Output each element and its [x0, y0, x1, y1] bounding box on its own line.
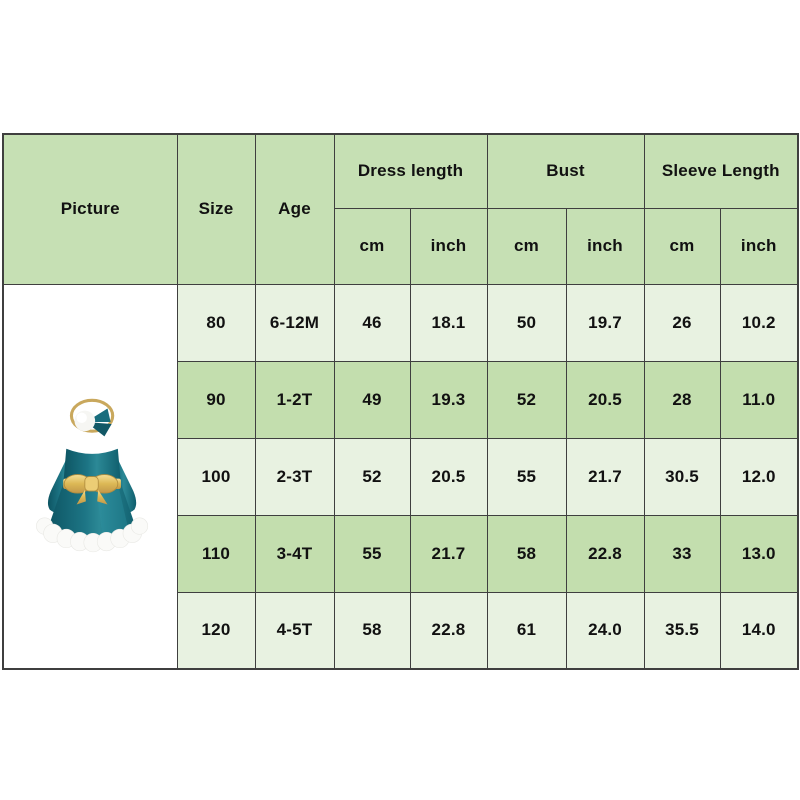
cell-sleeve-cm: 26: [643, 283, 721, 362]
cell-bust-cm: 58: [486, 514, 567, 593]
header-row-units: cm inch cm inch cm inch: [3, 207, 799, 285]
cell-age: 2-3T: [254, 437, 335, 516]
cell-dress-inch: 21.7: [409, 514, 488, 593]
cell-sleeve-cm: 28: [643, 360, 721, 439]
cell-dress-inch: 18.1: [409, 283, 488, 362]
cell-bust-cm: 55: [486, 437, 567, 516]
cell-sleeve-inch: 11.0: [719, 360, 799, 439]
unit-dress-cm: cm: [333, 207, 411, 285]
header-dress-length: Dress length: [333, 133, 488, 209]
unit-dress-inch: inch: [409, 207, 488, 285]
header-picture: Picture: [2, 133, 178, 285]
cell-size: 90: [176, 360, 256, 439]
header-age: Age: [254, 133, 335, 285]
cell-age: 1-2T: [254, 360, 335, 439]
cell-bust-cm: 61: [486, 591, 567, 670]
unit-bust-cm: cm: [486, 207, 567, 285]
skirt: [46, 484, 138, 540]
cell-bust-cm: 50: [486, 283, 567, 362]
cell-sleeve-cm: 35.5: [643, 591, 721, 670]
cell-sleeve-inch: 10.2: [719, 283, 799, 362]
cell-bust-inch: 22.8: [565, 514, 645, 593]
cell-sleeve-inch: 14.0: [719, 591, 799, 670]
cell-dress-cm: 58: [333, 591, 411, 670]
cell-bust-inch: 20.5: [565, 360, 645, 439]
unit-bust-inch: inch: [565, 207, 645, 285]
cell-dress-inch: 20.5: [409, 437, 488, 516]
cell-sleeve-cm: 33: [643, 514, 721, 593]
cell-bust-inch: 21.7: [565, 437, 645, 516]
header-sleeve-length: Sleeve Length: [643, 133, 799, 209]
cell-size: 120: [176, 591, 256, 670]
table-row: 100 2-3T 52 20.5 55 21.7 30.5 12.0: [3, 437, 799, 516]
cell-dress-inch: 22.8: [409, 591, 488, 670]
header-bust: Bust: [486, 133, 645, 209]
cell-age: 3-4T: [254, 514, 335, 593]
cell-sleeve-inch: 12.0: [719, 437, 799, 516]
unit-sleeve-cm: cm: [643, 207, 721, 285]
cell-dress-cm: 46: [333, 283, 411, 362]
cell-size: 110: [176, 514, 256, 593]
cell-dress-cm: 55: [333, 514, 411, 593]
cell-dress-cm: 49: [333, 360, 411, 439]
product-picture-cell: [2, 283, 178, 670]
table-row: 110 3-4T 55 21.7 58 22.8 33 13.0: [3, 514, 799, 593]
cell-bust-inch: 19.7: [565, 283, 645, 362]
size-chart-table: Picture Size Age Dress length Bust Sleev…: [2, 133, 800, 670]
cell-size: 100: [176, 437, 256, 516]
cell-sleeve-cm: 30.5: [643, 437, 721, 516]
table-row: 120 4-5T 58 22.8 61 24.0 35.5 14.0: [3, 591, 799, 670]
gold-bow: [63, 474, 122, 505]
dress-image: [15, 391, 165, 561]
cell-size: 80: [176, 283, 256, 362]
cell-sleeve-inch: 13.0: [719, 514, 799, 593]
header-size: Size: [176, 133, 256, 285]
cell-dress-cm: 52: [333, 437, 411, 516]
cell-dress-inch: 19.3: [409, 360, 488, 439]
table-row: 80 6-12M 46 18.1 50 19.7 26 10.2: [2, 283, 799, 670]
headband-icon: [70, 398, 115, 437]
cell-bust-inch: 24.0: [565, 591, 645, 670]
cell-age: 6-12M: [254, 283, 335, 362]
fur-hem: [36, 517, 149, 553]
header-row-groups: Picture Size Age Dress length Bust Sleev…: [2, 133, 799, 285]
cell-bust-cm: 52: [486, 360, 567, 439]
dress-illustration: [36, 398, 149, 553]
cell-age: 4-5T: [254, 591, 335, 670]
table-row: 90 1-2T 49 19.3 52 20.5 28 11.0: [3, 360, 799, 439]
unit-sleeve-inch: inch: [719, 207, 799, 285]
